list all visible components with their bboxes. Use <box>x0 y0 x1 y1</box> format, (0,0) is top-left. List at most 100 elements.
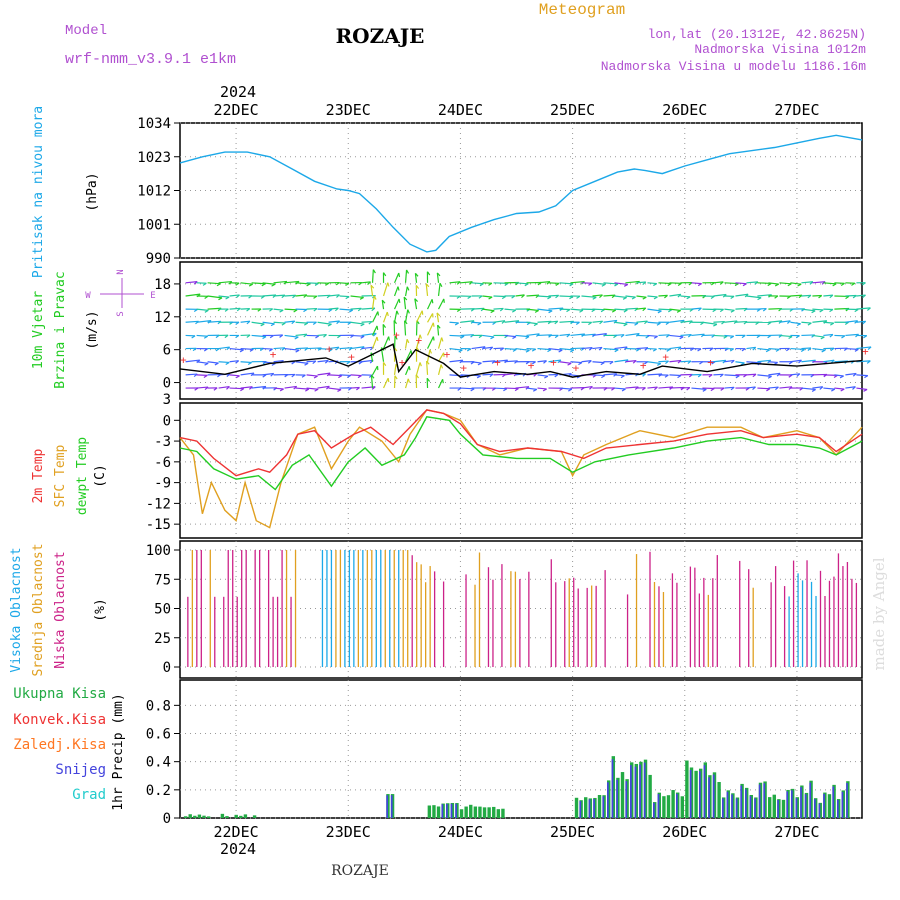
wind-arrow-head <box>248 386 253 390</box>
wind-arrow-head <box>326 385 330 390</box>
wind-arrow-head <box>666 348 671 352</box>
precip-total-bar <box>574 797 579 818</box>
wind-arrow <box>801 387 816 391</box>
wind-arrow <box>425 283 429 297</box>
wind-arrow-head <box>478 334 483 339</box>
wind-arrow-head <box>664 294 668 299</box>
wind-arrow-head <box>303 333 308 338</box>
wind-arrow-head <box>281 347 286 351</box>
wind-arrow-head <box>489 373 494 378</box>
elevation-label: Nadmorska Visina 1012m <box>694 42 866 57</box>
wind-arrow-head <box>372 332 377 337</box>
wind-arrow <box>328 294 340 297</box>
wind-arrow-head <box>642 281 647 286</box>
wind-arrow <box>306 387 319 390</box>
clouds-y-tick-label: 75 <box>154 572 171 588</box>
wind-arrow <box>350 334 365 337</box>
precip-snow-bar <box>754 798 756 818</box>
wind-arrow <box>493 373 506 376</box>
wind-arrow-head <box>766 388 771 392</box>
high-cloud-label: Visoka Oblacnost <box>9 547 24 672</box>
wind-arrow-head <box>576 295 581 299</box>
wind-arrow-head <box>775 348 780 352</box>
precip-y-tick-label: 0.8 <box>146 698 171 714</box>
wind-gust-mark: + <box>862 345 869 358</box>
wind-arrow-head <box>611 309 617 313</box>
wind-arrow-head <box>641 387 646 391</box>
wind-arrow-head <box>776 372 781 377</box>
temperature-panel: 0 -3 -6 -9 -12 -15 <box>146 402 863 539</box>
wind-arrow-head <box>235 375 240 379</box>
wind-arrow-head <box>730 359 735 364</box>
precip-snow-bar <box>777 800 779 818</box>
wind-arrow <box>856 294 866 297</box>
wind-arrow <box>393 272 400 284</box>
date-label-bottom: 25DEC <box>550 823 595 841</box>
wind-arrow-head <box>609 361 614 365</box>
wind-arrow-head <box>240 388 245 392</box>
wind-arrow <box>713 373 724 376</box>
wind-arrow <box>404 365 410 376</box>
precip-total-bar <box>432 805 436 818</box>
wind-arrow-head <box>313 295 318 299</box>
wind-arrow-head <box>740 362 745 366</box>
wind-arrow-head <box>193 281 198 285</box>
wind-arrow-head <box>788 374 793 378</box>
wind-arrow-head <box>477 362 482 366</box>
wind-arrow-head <box>504 282 509 287</box>
precip-total-bar <box>717 782 721 818</box>
precip-snow-bar <box>441 804 444 818</box>
wind-ylabel-1: 10m Vjetar <box>31 291 46 369</box>
wind-arrow-head <box>767 321 772 326</box>
wind-arrow <box>581 360 592 363</box>
wind-arrow-head <box>566 308 571 313</box>
wind-arrow-head <box>511 295 516 299</box>
date-label-top: 25DEC <box>550 101 595 119</box>
wind-arrow-head <box>568 388 573 392</box>
wind-arrow-head <box>260 295 265 299</box>
wind-arrow <box>350 321 365 325</box>
precip-unit: (mm) <box>111 693 126 724</box>
legend-conv: Konvek.Kisa <box>13 712 106 728</box>
precip-snow-bar <box>703 765 706 818</box>
wind-arrow-head <box>312 321 317 325</box>
wind-arrow <box>504 360 518 363</box>
wind-arrow <box>713 320 725 323</box>
wind-arrow-head <box>512 348 517 352</box>
temp-unit: (C) <box>93 464 108 487</box>
wind-arrow <box>207 320 222 323</box>
wind-arrow <box>493 359 508 363</box>
wind-arrow-head <box>863 388 868 392</box>
wind-arrow-head <box>709 347 714 352</box>
wind-arrow <box>757 387 770 390</box>
wind-arrow-head <box>398 298 401 303</box>
wind-arrow-head <box>774 283 780 287</box>
wind-arrow-head <box>531 348 536 352</box>
wind-arrow-head <box>499 307 504 312</box>
wind-arrow-head <box>795 335 800 339</box>
wind-y-tick-label: 6 <box>163 343 171 359</box>
legend-total: Ukupna Kisa <box>13 686 106 702</box>
wind-arrow <box>823 359 835 363</box>
wind-arrow <box>856 387 868 391</box>
precip-total-bar <box>772 794 776 818</box>
wind-arrow <box>350 295 364 299</box>
wind-arrow <box>504 308 516 311</box>
wind-arrow <box>757 294 772 297</box>
wind-arrow-head <box>324 360 329 364</box>
wind-arrow-head <box>721 321 726 325</box>
wind-arrow-head <box>845 295 850 300</box>
wind-arrow <box>317 347 333 350</box>
precip-snow-bar <box>390 795 393 818</box>
wind-arrow-head <box>442 379 444 384</box>
wind-unit: (m/s) <box>85 310 100 349</box>
wind-arrow-head <box>397 286 400 291</box>
precip-total-bar <box>487 807 491 818</box>
wind-arrow <box>779 282 792 285</box>
wind-arrow <box>768 361 778 364</box>
wind-arrow-head <box>830 347 835 352</box>
precip-y-tick-label: 0.2 <box>146 783 171 799</box>
wind-arrow <box>404 378 409 389</box>
wind-arrow <box>669 282 682 284</box>
wind-arrow <box>680 320 693 323</box>
